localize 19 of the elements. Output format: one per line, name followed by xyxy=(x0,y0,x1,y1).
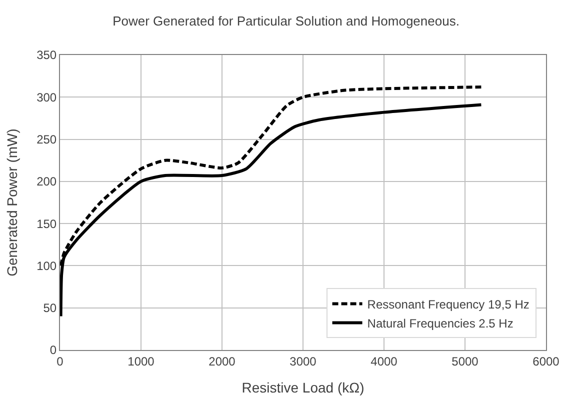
x-tick-label: 5000 xyxy=(452,354,479,368)
y-tick-label: 150 xyxy=(36,216,57,231)
legend-label: Natural Frequencies 2.5 Hz xyxy=(367,316,514,330)
y-tick-label: 200 xyxy=(36,174,57,189)
x-tick-label: 4000 xyxy=(370,354,398,368)
x-tick-label: 6000 xyxy=(532,354,560,368)
y-tick-label: 300 xyxy=(36,90,57,104)
y-axis-title: Generated Power (mW) xyxy=(4,128,20,276)
y-tick-label: 350 xyxy=(36,48,57,62)
chart-title: Power Generated for Particular Solution and Homogeneous. xyxy=(112,14,460,29)
legend-label: Ressonant Frequency 19,5 Hz xyxy=(367,297,530,312)
y-tick-label: 100 xyxy=(36,258,57,273)
y-tick-label: 0 xyxy=(50,343,57,358)
x-tick-label: 2000 xyxy=(208,354,236,368)
x-tick-label: 1000 xyxy=(128,354,155,368)
x-tick-label: 3000 xyxy=(290,354,317,368)
x-axis-title: Resistive Load (kΩ) xyxy=(242,380,364,396)
y-tick-label: 50 xyxy=(43,301,57,316)
y-tick-label: 250 xyxy=(36,132,57,146)
